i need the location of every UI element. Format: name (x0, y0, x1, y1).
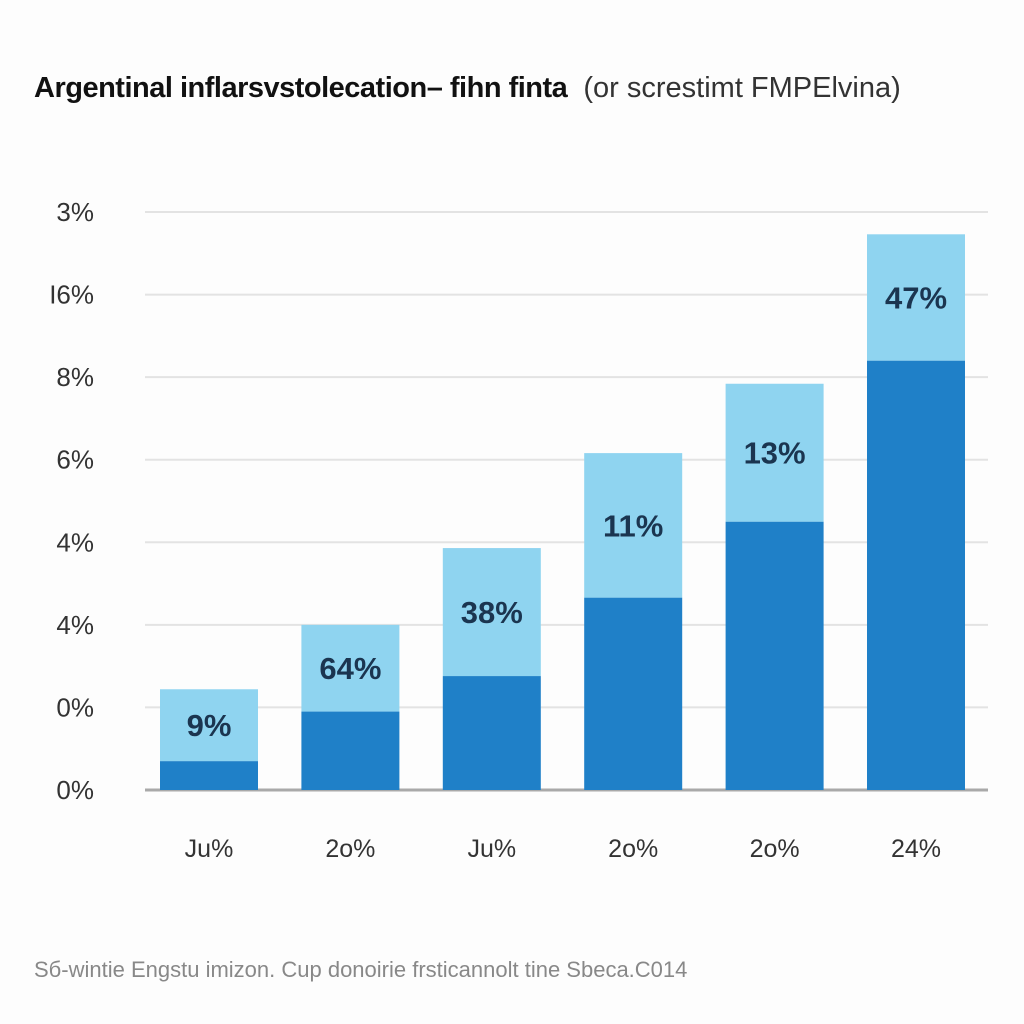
chart-title: Argentinal inflarsvstolecation– fihn fin… (34, 72, 901, 105)
bar-segment-light (867, 234, 965, 361)
chart-title-main: Argentinal inflarsvstolecation– fihn fin… (34, 72, 568, 104)
x-tick-label: Ju% (467, 835, 516, 863)
x-tick-label: 2о% (608, 835, 658, 863)
bar-segment-light (442, 548, 541, 677)
y-tick-label: 0% (56, 692, 94, 722)
y-tick-label: 3% (56, 197, 94, 227)
y-tick-label: 4% (56, 527, 94, 557)
bar-segment-light (301, 624, 400, 712)
bar-segment-dark (725, 521, 824, 790)
y-tick-label: 4% (56, 610, 94, 640)
y-tick-label: 8% (56, 362, 94, 392)
y-tick-label: I6% (49, 280, 94, 310)
chart-subtitle: (or screstimt FMPElvina) (583, 72, 901, 104)
bar-segment-dark (442, 676, 541, 790)
bar-data-label: 38% (461, 595, 523, 630)
bar-segment-dark (584, 597, 683, 790)
y-tick-label: 0% (56, 775, 94, 805)
y-tick-label: 6% (56, 445, 94, 475)
bar-segment-light (725, 383, 824, 522)
bar-data-label: 47% (885, 280, 947, 315)
bar-data-label: 9% (187, 708, 232, 743)
bar-data-label: 64% (319, 651, 381, 686)
x-tick-label: 2о% (750, 835, 800, 863)
bar-data-label: 11% (603, 508, 663, 543)
bar-segment-dark (301, 711, 400, 790)
x-tick-label: 2о% (325, 835, 375, 863)
bar-segment-dark (867, 360, 965, 790)
bar-segment-light (584, 453, 683, 598)
chart-source-note: Sб-wintie Engstu imizon. Cup donoirie fr… (34, 957, 688, 982)
bar-segment-dark (160, 761, 258, 790)
x-tick-label: 24% (891, 835, 941, 863)
bar-data-label: 13% (744, 436, 806, 471)
bar-segment-light (160, 689, 258, 762)
x-tick-label: Ju% (185, 835, 234, 863)
